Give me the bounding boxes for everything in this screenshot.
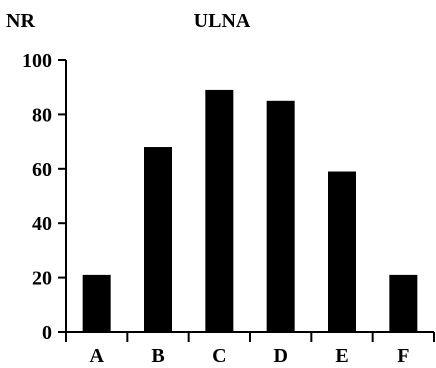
y-tick-label: 0 <box>42 322 52 344</box>
x-ticks: A B C D E F <box>65 332 435 367</box>
x-tick-label: E <box>335 345 348 367</box>
bar-C <box>205 89 234 332</box>
bar-F <box>389 274 418 332</box>
x-tick-label: B <box>151 345 164 367</box>
y-tick-label: 20 <box>32 268 52 290</box>
axes <box>65 60 434 333</box>
chart-title: ULNA <box>194 10 251 32</box>
x-tick-label: D <box>273 345 287 367</box>
bar-B <box>144 147 172 332</box>
bars <box>82 89 418 332</box>
x-tick-label: C <box>212 345 226 367</box>
bar-A <box>82 274 111 332</box>
y-tick-label: 100 <box>22 50 52 72</box>
bar-E <box>328 171 356 332</box>
y-tick-label: 60 <box>32 159 52 181</box>
x-tick-label: F <box>397 345 409 367</box>
x-tick-label: A <box>89 345 104 367</box>
y-tick-label: 80 <box>32 104 52 126</box>
y-axis-label: NR <box>6 10 35 32</box>
y-ticks: 0 20 40 60 80 100 <box>22 50 66 344</box>
bar-D <box>266 100 295 332</box>
y-tick-label: 40 <box>32 213 52 235</box>
